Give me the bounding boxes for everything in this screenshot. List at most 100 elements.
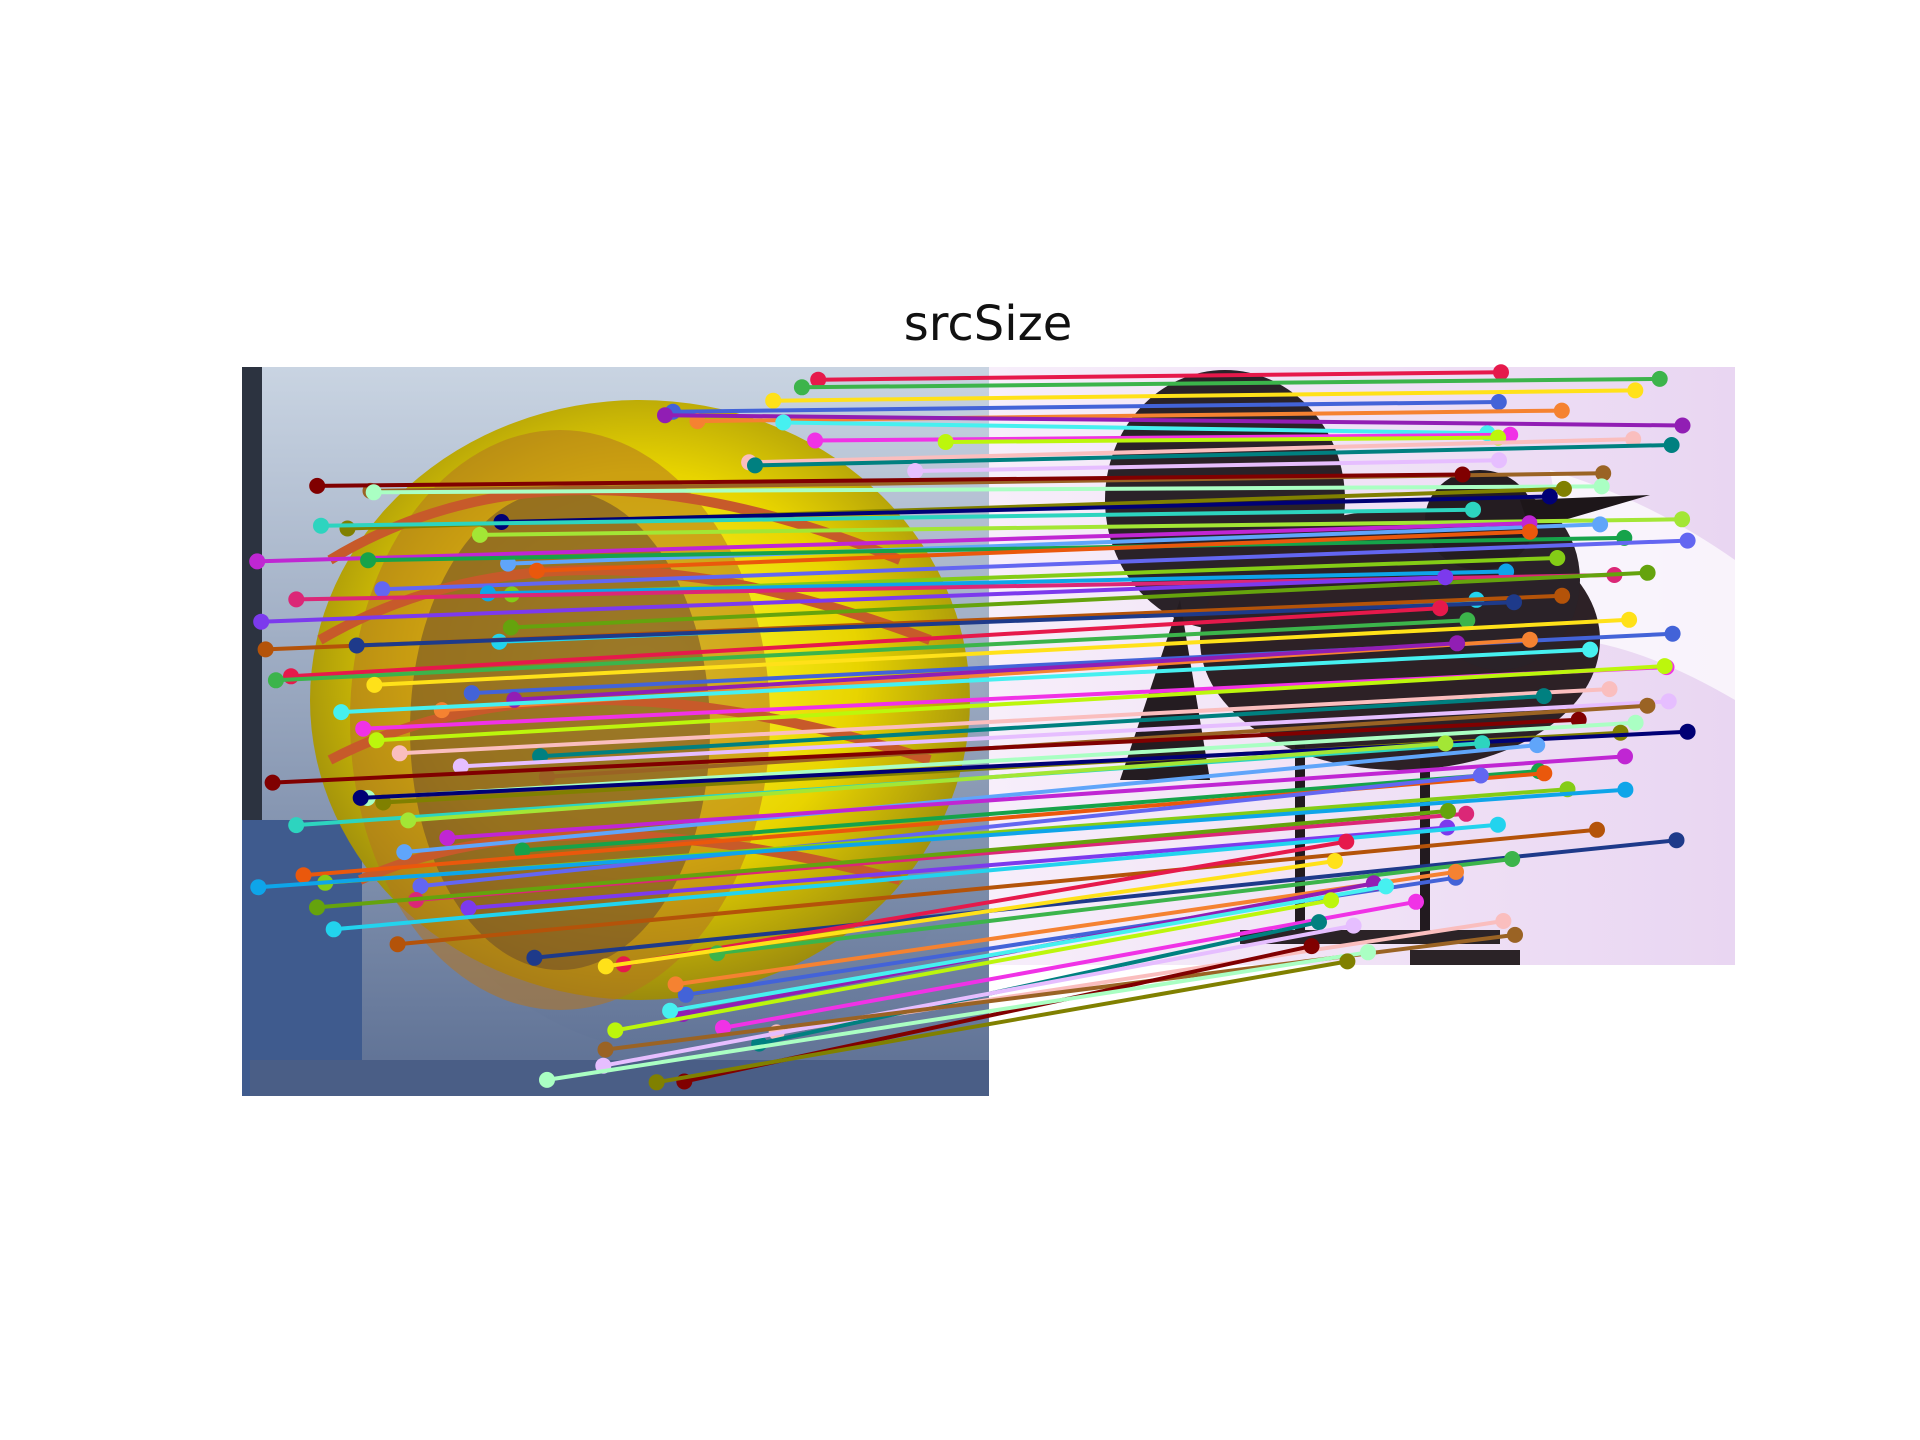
match-line [374, 617, 1630, 687]
keypoint-right [1651, 370, 1668, 387]
keypoint-right [1490, 394, 1507, 410]
match-line [257, 521, 1530, 564]
keypoint-right [1437, 735, 1454, 752]
keypoint-right [1554, 587, 1571, 604]
match-line [672, 400, 1499, 414]
yellow-ball-photo [242, 367, 989, 1096]
keypoint-right [1311, 914, 1327, 931]
keypoint-right [1595, 465, 1612, 482]
keypoint-left [374, 581, 391, 598]
match-line [915, 458, 1500, 473]
keypoint-right [1449, 635, 1466, 652]
match-line [749, 437, 1634, 465]
match-line [272, 717, 1579, 785]
keypoint-right [1601, 681, 1618, 698]
keypoint-right [1454, 466, 1471, 483]
keypoint-left [526, 949, 543, 966]
keypoint-left [433, 702, 450, 719]
keypoint-left [810, 371, 827, 388]
keypoint-right [1663, 437, 1680, 453]
match-line [373, 484, 1602, 495]
keypoint-right [1506, 594, 1522, 611]
match-line [408, 741, 1446, 823]
keypoint-left [368, 732, 385, 749]
keypoint-left [333, 704, 350, 721]
keypoint-right [1555, 480, 1572, 497]
match-line [356, 600, 1515, 648]
keypoint-left [355, 720, 372, 737]
match-line [945, 435, 1499, 444]
keypoint-right [1664, 625, 1681, 642]
keypoint-left [807, 432, 824, 449]
keypoint-left [250, 879, 267, 896]
match-line [341, 647, 1591, 715]
match-line [333, 822, 1499, 932]
keypoint-right [1679, 532, 1696, 549]
match-line [261, 575, 1446, 624]
match-line [290, 606, 1441, 679]
keypoint-right [1570, 711, 1587, 728]
keypoint-right [1377, 878, 1394, 895]
keypoint-left [937, 434, 954, 450]
match-line [801, 376, 1660, 390]
keypoint-right [1589, 821, 1605, 838]
match-line [382, 538, 1688, 592]
match-line [468, 825, 1448, 911]
match-line [447, 754, 1626, 840]
keypoint-right [1536, 765, 1553, 782]
keypoint-left [288, 591, 305, 608]
keypoint-right [1553, 402, 1570, 419]
keypoint-left [539, 1071, 555, 1088]
keypoint-left [249, 553, 266, 570]
match-line [258, 787, 1626, 890]
match-line [460, 699, 1669, 769]
keypoint-right [1656, 658, 1673, 675]
match-line [510, 570, 1648, 630]
keypoint-left [412, 878, 429, 895]
keypoint-right [1459, 612, 1476, 629]
match-line [320, 507, 1474, 528]
keypoint-right [1639, 697, 1656, 714]
match-line [479, 517, 1683, 537]
match-line [546, 950, 1369, 1082]
keypoint-left [339, 520, 356, 537]
keypoint-left [793, 379, 810, 396]
keypoint-right [1660, 693, 1677, 710]
match-line [376, 664, 1665, 743]
match-line [514, 641, 1458, 702]
keypoint-right [1627, 714, 1644, 731]
keypoint-right [1593, 478, 1610, 495]
match-line [368, 535, 1625, 563]
keypoint-left [295, 867, 312, 884]
match-line [508, 522, 1601, 566]
keypoint-right [1502, 426, 1519, 443]
match-line [501, 494, 1550, 524]
keypoint-right [1360, 944, 1376, 961]
keypoint-right [1521, 631, 1538, 648]
keypoint-left [267, 672, 284, 689]
match-line [397, 827, 1598, 947]
match-line [623, 839, 1347, 967]
keypoint-right [1617, 748, 1633, 765]
figure-title: srcSize [904, 296, 1073, 352]
match-line [602, 923, 1354, 1068]
keypoint-right [1592, 516, 1609, 533]
keypoint-right [1437, 569, 1454, 586]
keypoint-left [389, 936, 406, 953]
keypoint-right [1674, 511, 1691, 528]
keypoint-right [1627, 382, 1644, 399]
keypoint-left [396, 844, 413, 861]
keypoint-left [283, 668, 299, 685]
keypoint-left [667, 976, 684, 993]
keypoint-right [1625, 431, 1642, 448]
keypoint-right [1338, 833, 1355, 850]
keypoint-right [1472, 767, 1489, 784]
match-line [534, 838, 1677, 960]
keypoint-right [1541, 488, 1558, 505]
keypoint-left [514, 842, 531, 859]
keypoint-left [597, 958, 614, 975]
keypoint-match-lines [249, 364, 1696, 1091]
keypoint-left [715, 1019, 731, 1036]
keypoint-left [360, 552, 377, 569]
